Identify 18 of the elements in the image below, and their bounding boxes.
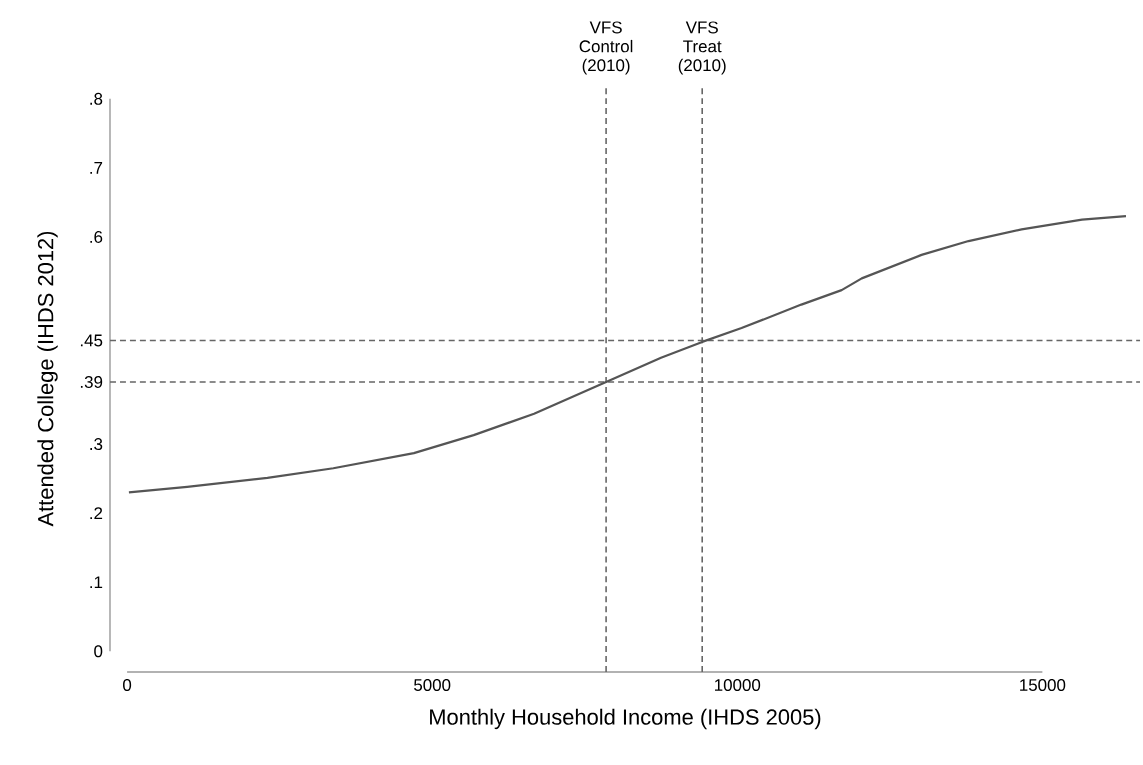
- x-axis-title: Monthly Household Income (IHDS 2005): [430, 708, 821, 730]
- ref-line-label: VFS Control (2010): [579, 21, 633, 75]
- y-tick-label: .45: [80, 334, 103, 347]
- y-tick-label: .2: [90, 507, 103, 520]
- x-tick-label: 15000: [1020, 679, 1066, 692]
- y-tick-label: .6: [90, 230, 103, 243]
- y-tick-label: .39: [80, 375, 103, 388]
- x-tick-label: 0: [123, 679, 132, 692]
- ref-line-label: VFS Treat (2010): [678, 21, 726, 75]
- y-tick-label: .8: [90, 92, 103, 105]
- y-tick-label: .3: [90, 438, 103, 451]
- x-tick-label: 10000: [715, 679, 761, 692]
- y-tick-label: .1: [90, 576, 103, 589]
- y-tick-label: 0: [94, 645, 103, 658]
- x-tick-label: 5000: [414, 679, 451, 692]
- y-axis-title: Attended College (IHDS 2012): [37, 231, 58, 527]
- line-series: [127, 215, 1128, 494]
- y-tick-label: .7: [90, 162, 103, 174]
